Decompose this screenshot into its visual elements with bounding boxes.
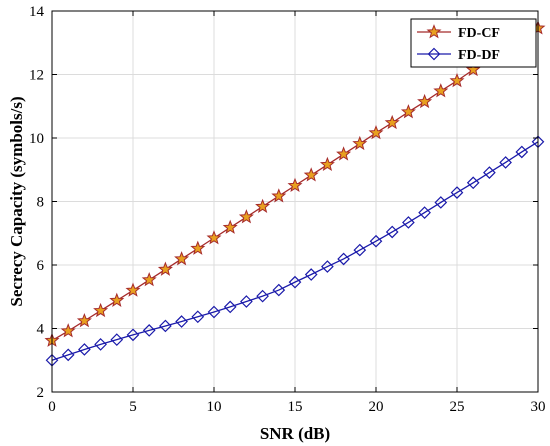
data-point-fd-df — [240, 295, 253, 308]
legend: FD-CF FD-DF — [410, 18, 537, 68]
data-point-fd-df — [175, 315, 188, 328]
data-point-fd-df — [466, 176, 480, 190]
tick-layer: 0 5 10 15 20 25 30 2 4 6 8 10 12 14 — [29, 4, 546, 415]
legend-items: FD-CF FD-DF — [417, 24, 500, 63]
data-point-fd-cf — [287, 177, 303, 192]
data-point-fd-df — [191, 310, 205, 324]
x-axis-title: SNR (dB) — [260, 424, 330, 443]
legend-box — [410, 18, 537, 68]
data-point-fd-df — [385, 225, 399, 239]
data-point-fd-cf — [433, 83, 449, 98]
y-tick-label: 8 — [37, 195, 45, 211]
legend-marker — [426, 24, 442, 39]
y-tick-label: 4 — [37, 322, 45, 338]
x-tick-label: 30 — [531, 399, 546, 415]
x-tick-label: 0 — [48, 399, 56, 415]
data-point-fd-cf — [368, 125, 384, 140]
data-point-fd-cf — [352, 135, 368, 151]
data-point-fd-cf — [76, 313, 92, 328]
data-point-fd-cf — [255, 198, 271, 213]
data-point-fd-df — [515, 145, 529, 159]
data-point-fd-df — [223, 300, 237, 314]
data-point-fd-df — [61, 348, 75, 362]
data-point-fd-df — [418, 206, 431, 219]
y-tick-label: 6 — [37, 258, 45, 274]
data-point-fd-cf — [449, 72, 465, 88]
data-point-fd-df — [256, 289, 269, 303]
data-point-fd-cf — [109, 292, 125, 307]
x-tick-label: 25 — [450, 399, 465, 415]
data-point-fd-cf — [190, 240, 206, 255]
data-point-fd-df — [483, 166, 496, 179]
data-point-fd-cf — [465, 61, 481, 77]
data-point-fd-df — [207, 305, 221, 319]
data-point-fd-df — [272, 283, 286, 297]
data-point-fd-df — [126, 328, 140, 342]
data-point-fd-cf — [157, 261, 173, 276]
data-point-fd-cf — [222, 219, 238, 234]
x-tick-label: 15 — [288, 399, 303, 415]
legend-item-fd-cf: FD-CF — [417, 24, 500, 41]
data-point-fd-cf — [141, 272, 157, 287]
y-axis-title: Secrecy Capacity (symbols/s) — [7, 96, 26, 306]
data-point-fd-df — [288, 275, 302, 289]
data-point-fd-cf — [319, 156, 335, 172]
legend-item-fd-df: FD-DF — [417, 47, 500, 63]
series-line-fd-df — [51, 141, 539, 361]
data-point-fd-df — [78, 343, 91, 356]
data-point-fd-cf — [400, 104, 416, 119]
x-tick-label: 5 — [129, 399, 137, 415]
x-tick-label: 20 — [369, 399, 384, 415]
data-point-fd-df — [337, 252, 350, 266]
legend-label: FD-CF — [458, 26, 500, 41]
data-point-fd-cf — [303, 167, 319, 182]
legend-label: FD-DF — [458, 48, 500, 63]
data-point-fd-cf — [93, 302, 109, 318]
data-point-fd-df — [304, 268, 318, 281]
grid-layer — [51, 10, 539, 393]
y-tick-label: 2 — [37, 385, 45, 401]
data-point-fd-cf — [174, 251, 190, 266]
data-point-fd-df — [159, 319, 172, 333]
y-tick-label: 10 — [29, 131, 44, 147]
data-point-fd-df — [434, 196, 448, 209]
data-point-fd-cf — [417, 93, 433, 109]
data-point-fd-df — [353, 243, 367, 257]
legend-marker — [427, 47, 441, 61]
x-tick-label: 10 — [207, 399, 222, 415]
data-point-fd-df — [321, 260, 334, 273]
data-point-fd-df — [402, 216, 415, 229]
series-fd-df — [45, 135, 545, 367]
data-point-fd-cf — [206, 230, 222, 245]
data-point-fd-df — [499, 156, 512, 169]
data-point-fd-df — [369, 234, 383, 248]
data-point-fd-cf — [336, 146, 352, 161]
data-point-fd-cf — [384, 114, 400, 130]
data-point-fd-cf — [125, 282, 141, 297]
data-point-fd-cf — [238, 209, 254, 224]
series-layer — [44, 20, 546, 367]
data-point-fd-cf — [60, 323, 76, 338]
data-point-fd-df — [142, 324, 156, 337]
y-tick-label: 14 — [29, 4, 45, 20]
series-fd-cf — [44, 20, 546, 347]
y-tick-label: 12 — [29, 68, 44, 84]
data-point-fd-df — [450, 186, 464, 199]
data-point-fd-df — [110, 333, 124, 346]
data-point-fd-cf — [271, 188, 287, 203]
data-point-fd-df — [94, 338, 107, 351]
